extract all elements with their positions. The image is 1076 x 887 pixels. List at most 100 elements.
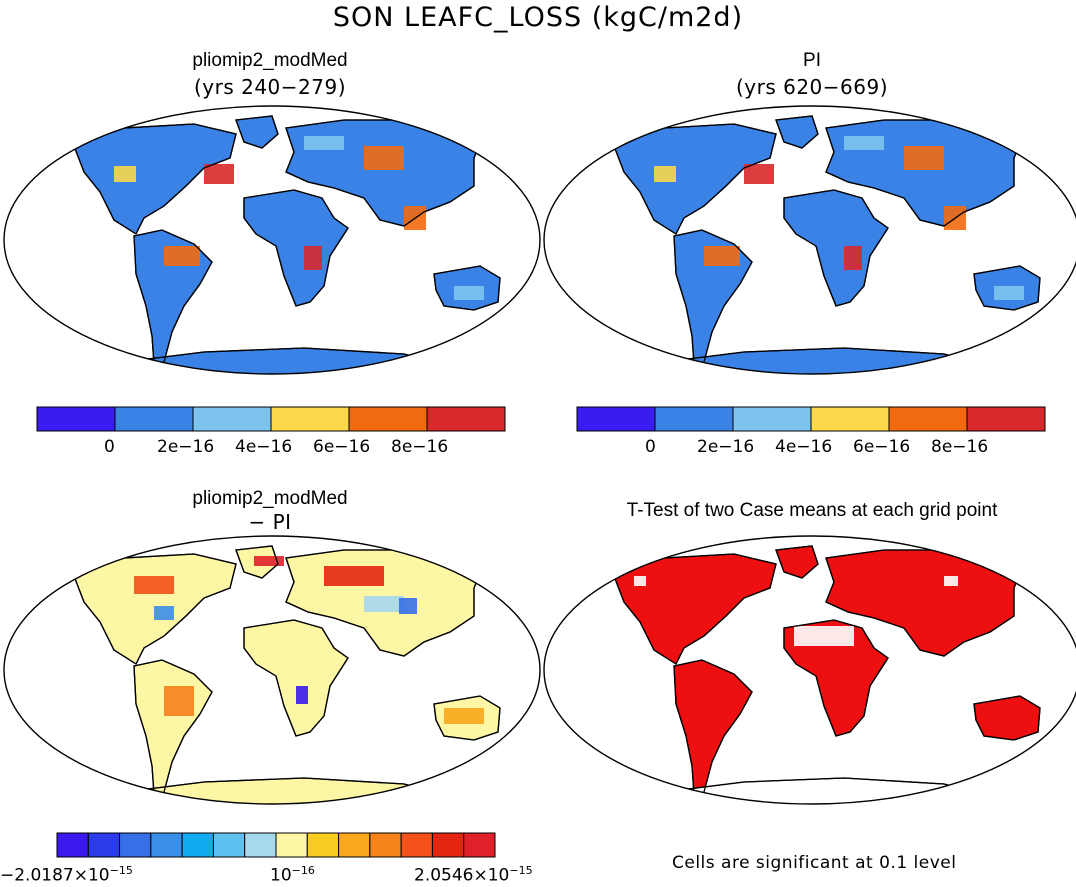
colorbar-swatch xyxy=(275,832,308,858)
colorbar-swatch xyxy=(181,832,214,858)
colorbar-swatch xyxy=(306,832,340,858)
coastline-north-america xyxy=(613,553,777,665)
coastline-south-america xyxy=(673,659,753,795)
colorbar-tick-label: 2e−16 xyxy=(157,437,215,457)
field-patch xyxy=(364,146,404,170)
colorbar-tick-label: 4e−16 xyxy=(235,437,293,457)
coastline-greenland xyxy=(775,545,819,579)
field-patch xyxy=(444,708,484,724)
field-patch xyxy=(164,246,200,266)
colorbar-tick-label: 4e−16 xyxy=(775,437,833,457)
coastline-australia xyxy=(973,265,1041,311)
field-patch xyxy=(844,246,862,270)
coastline-south-america xyxy=(133,659,213,795)
field-patch xyxy=(844,136,884,150)
colorbar-mid-label: 10−16 xyxy=(270,864,315,886)
coastline-north-america xyxy=(73,123,237,235)
map-panel-bottom-left xyxy=(3,535,541,805)
colorbar-tick-label: 6e−16 xyxy=(313,437,371,457)
field-patch xyxy=(454,286,484,300)
colorbar-swatch xyxy=(369,832,402,858)
field-patch xyxy=(744,164,774,184)
field-patch xyxy=(704,246,740,266)
field-patch xyxy=(654,166,676,182)
field-patch xyxy=(994,286,1024,300)
map-panel-bottom-right xyxy=(543,535,1076,805)
map-panel-top-left xyxy=(3,105,541,375)
colorbar-swatch xyxy=(192,406,272,432)
colorbar-tick-label: 6e−16 xyxy=(853,437,911,457)
colorbar-swatch xyxy=(114,406,194,432)
coastline-north-america xyxy=(613,123,777,235)
colorbar-swatch xyxy=(244,832,277,858)
colorbar-swatch xyxy=(431,832,465,858)
coastline-australia xyxy=(433,695,501,741)
colorbar-tick-label: 8e−16 xyxy=(391,437,449,457)
colorbar-swatch xyxy=(576,406,656,432)
colorbar-swatch xyxy=(966,406,1046,432)
coastline-africa xyxy=(783,189,889,307)
coastline-australia xyxy=(433,265,501,311)
figure-title: SON LEAFC_LOSS (kgC/m2d) xyxy=(332,2,744,33)
colorbar-swatch xyxy=(150,832,183,858)
field-patch xyxy=(154,606,174,620)
colorbar-tick-label: 0 xyxy=(645,437,656,457)
coastline-africa xyxy=(243,189,349,307)
colorbar-swatch xyxy=(348,406,428,432)
colorbar-swatch xyxy=(56,832,89,858)
coastline-greenland xyxy=(775,115,819,149)
field-patch xyxy=(324,566,384,586)
field-patch xyxy=(794,626,854,646)
colorbar-swatch xyxy=(119,832,152,858)
colorbar-swatch xyxy=(400,832,433,858)
panel-subtitle-bottom-left: − PI xyxy=(248,510,292,534)
colorbar-min-label: −2.0187×10−15 xyxy=(0,864,133,886)
coastline-south-america xyxy=(133,229,213,365)
field-patch xyxy=(114,166,136,182)
colorbar-swatch xyxy=(36,406,116,432)
field-patch xyxy=(634,576,646,586)
colorbar-top-right xyxy=(576,406,1046,432)
field-patch xyxy=(904,146,944,170)
map-border xyxy=(543,105,1076,375)
field-patch xyxy=(204,164,234,184)
map-border xyxy=(543,535,1076,805)
colorbar-swatch xyxy=(463,832,496,858)
colorbar-swatch xyxy=(732,406,812,432)
colorbar-swatch xyxy=(654,406,734,432)
colorbar-bottom-left xyxy=(56,832,496,858)
colorbar-swatch xyxy=(426,406,506,432)
field-patch xyxy=(254,556,284,566)
colorbar-tick-label: 2e−16 xyxy=(697,437,755,457)
coastline-north-america xyxy=(73,553,237,665)
colorbar-max-label: 2.0546×10−15 xyxy=(414,864,533,886)
colorbar-swatch xyxy=(270,406,350,432)
field-patch xyxy=(304,246,322,270)
field-patch xyxy=(304,136,344,150)
panel-title-bottom-right: T-Test of two Case means at each grid po… xyxy=(626,500,998,521)
field-patch xyxy=(164,686,194,716)
colorbar-swatch xyxy=(338,832,371,858)
significance-note: Cells are significant at 0.1 level xyxy=(672,853,957,873)
coastline-greenland xyxy=(235,115,279,149)
field-patch xyxy=(399,598,417,614)
field-patch xyxy=(944,576,958,586)
panel-subtitle-top-right: (yrs 620−669) xyxy=(735,75,889,99)
colorbar-tick-label: 8e−16 xyxy=(931,437,989,457)
panel-title-top-right: PI xyxy=(803,50,821,71)
map-border xyxy=(3,535,541,805)
coastline-africa xyxy=(783,619,889,737)
map-panel-top-right xyxy=(543,105,1076,375)
colorbar-top-left xyxy=(36,406,506,432)
colorbar-swatch xyxy=(87,832,121,858)
panel-title-top-left: pliomip2_modMed xyxy=(192,50,348,71)
panel-title-bottom-left: pliomip2_modMed xyxy=(192,488,348,509)
panel-subtitle-top-left: (yrs 240−279) xyxy=(193,75,347,99)
coastline-australia xyxy=(973,695,1041,741)
map-border xyxy=(3,105,541,375)
colorbar-swatch xyxy=(810,406,890,432)
coastline-greenland xyxy=(235,545,279,579)
colorbar-swatch xyxy=(212,832,246,858)
field-patch xyxy=(364,596,404,612)
coastline-south-america xyxy=(673,229,753,365)
